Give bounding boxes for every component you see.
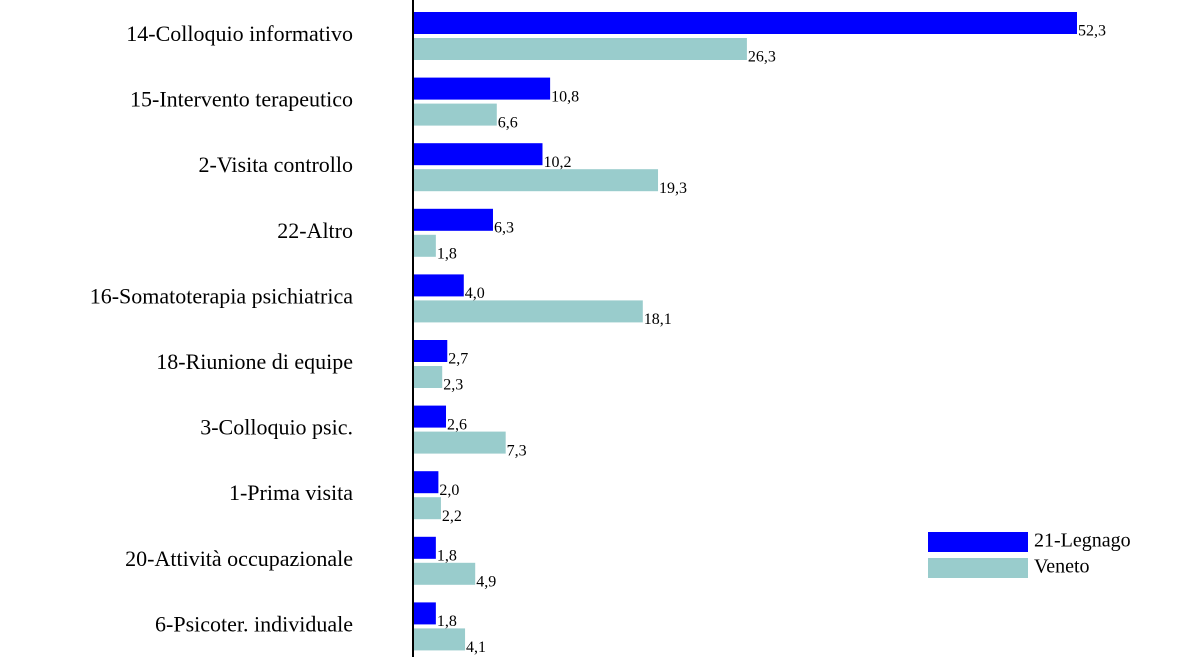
value-label: 4,0 bbox=[465, 285, 485, 302]
bar bbox=[413, 77, 551, 100]
bar bbox=[413, 431, 506, 454]
legend-label: 21-Legnago bbox=[1034, 530, 1131, 552]
y-tick-label: 18-Riunione di equipe bbox=[156, 349, 353, 374]
value-label: 1,8 bbox=[437, 613, 457, 630]
value-label: 26,3 bbox=[748, 49, 776, 66]
bar bbox=[413, 366, 443, 388]
y-tick-label: 20-Attività occupazionale bbox=[125, 546, 353, 571]
bar bbox=[413, 471, 439, 494]
y-tick-label: 6-Psicoter. individuale bbox=[155, 611, 353, 636]
bar bbox=[413, 12, 1077, 34]
legend-label: Veneto bbox=[1034, 556, 1090, 578]
bar bbox=[413, 234, 436, 257]
value-label: 1,8 bbox=[437, 245, 457, 262]
value-label: 4,1 bbox=[466, 639, 486, 656]
value-label: 52,3 bbox=[1078, 23, 1106, 40]
bar bbox=[413, 497, 441, 520]
y-tick-label: 3-Colloquio psic. bbox=[200, 415, 353, 440]
bar bbox=[413, 208, 493, 231]
value-label: 2,6 bbox=[447, 416, 467, 433]
y-tick-label: 2-Visita controllo bbox=[199, 152, 353, 177]
bar bbox=[413, 536, 436, 559]
value-label: 2,2 bbox=[442, 508, 462, 525]
y-tick-label: 1-Prima visita bbox=[229, 480, 353, 505]
bar bbox=[413, 602, 436, 625]
value-label: 10,2 bbox=[543, 154, 571, 171]
value-label: 18,1 bbox=[644, 311, 672, 328]
legend-swatch bbox=[928, 532, 1028, 552]
value-label: 2,7 bbox=[448, 351, 468, 368]
bar bbox=[413, 169, 659, 192]
y-tick-label: 16-Somatoterapia psichiatrica bbox=[90, 283, 354, 308]
legend-swatch bbox=[928, 558, 1028, 578]
value-label: 10,8 bbox=[551, 88, 579, 105]
bar bbox=[413, 562, 476, 585]
y-tick-label: 14-Colloquio informativo bbox=[126, 21, 353, 46]
value-label: 2,3 bbox=[443, 377, 463, 394]
y-tick-label: 15-Intervento terapeutico bbox=[130, 87, 353, 112]
value-label: 1,8 bbox=[437, 547, 457, 564]
value-label: 6,3 bbox=[494, 219, 514, 236]
bar bbox=[413, 38, 747, 60]
value-label: 6,6 bbox=[498, 114, 518, 131]
bar bbox=[413, 405, 447, 428]
bar bbox=[413, 300, 643, 323]
bar bbox=[413, 340, 448, 362]
value-label: 4,9 bbox=[476, 573, 496, 590]
value-label: 19,3 bbox=[659, 180, 687, 197]
value-label: 2,0 bbox=[439, 482, 459, 499]
bar bbox=[413, 103, 497, 126]
bar bbox=[413, 143, 543, 166]
y-tick-label: 22-Altro bbox=[277, 218, 353, 243]
bar bbox=[413, 274, 464, 297]
bar bbox=[413, 628, 466, 651]
value-label: 7,3 bbox=[507, 442, 527, 459]
